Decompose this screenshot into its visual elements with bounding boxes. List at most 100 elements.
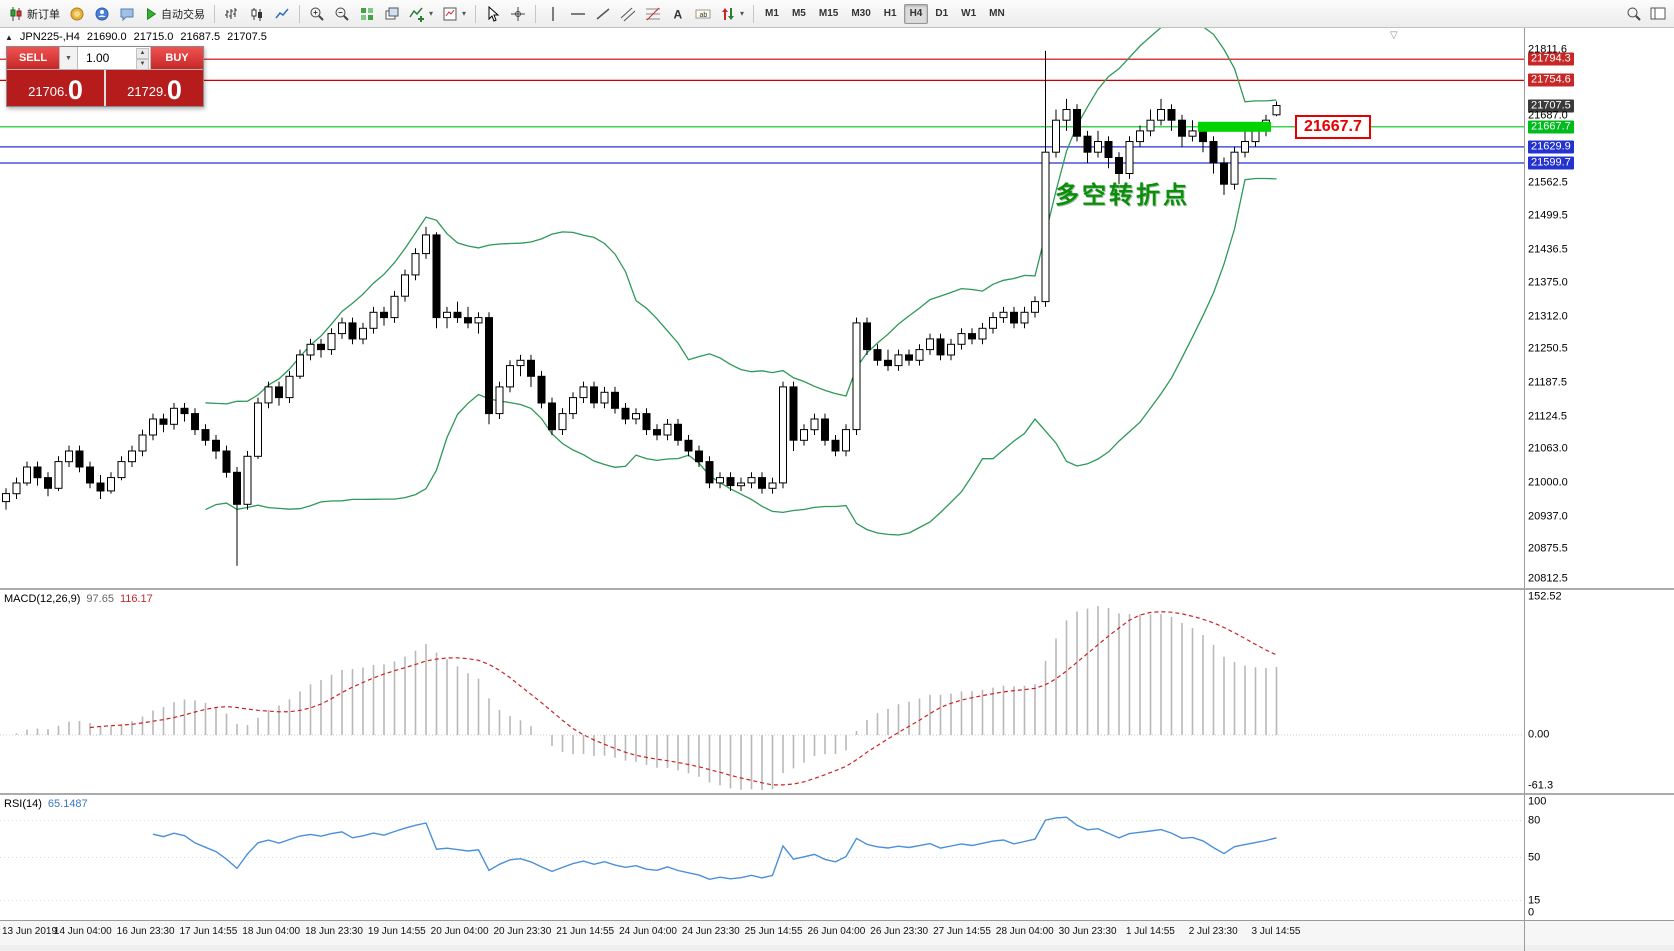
sell-button[interactable]: SELL xyxy=(7,47,59,69)
rsi-chart[interactable] xyxy=(0,795,1524,920)
indicators-button[interactable]: ▾ xyxy=(405,3,437,25)
candlestick-chart-button[interactable] xyxy=(245,3,269,25)
text-icon: A xyxy=(674,7,683,21)
templates-button[interactable]: ▾ xyxy=(438,3,470,25)
price-scale-label: 21436.5 xyxy=(1528,243,1568,256)
volume-up-button[interactable]: ▲ xyxy=(136,48,149,59)
tile-windows-icon xyxy=(361,7,373,20)
autotrading-button[interactable]: 自动交易 xyxy=(140,3,209,25)
price-scale-label: 20937.0 xyxy=(1528,510,1568,523)
rsi-panel[interactable]: RSI(14) 65.1487 xyxy=(0,793,1524,920)
rsi-label: RSI(14) 65.1487 xyxy=(4,798,88,810)
rsi-scale[interactable]: 100 80 50 15 0 xyxy=(1524,793,1674,920)
time-axis-label: 30 Jun 23:30 xyxy=(1058,926,1117,937)
macd-chart[interactable] xyxy=(0,590,1524,793)
candlestick-chart[interactable] xyxy=(0,28,1524,588)
arrows-button[interactable]: ▾ xyxy=(716,3,748,25)
autotrading-label: 自动交易 xyxy=(161,8,205,21)
timeframe-button-MN[interactable]: MN xyxy=(989,8,1005,19)
macd-scale[interactable]: 152.52 0.00 -61.3 xyxy=(1524,588,1674,793)
horizontal-line-button[interactable] xyxy=(566,3,590,25)
search-button[interactable] xyxy=(1622,3,1646,25)
horizontal-line-icon xyxy=(571,12,586,15)
rsi-scale-label: 100 xyxy=(1528,795,1547,808)
price-scale-label: 21794.3 xyxy=(1528,52,1574,66)
price-scale-label: 21124.5 xyxy=(1528,410,1567,423)
time-axis[interactable]: 13 Jun 2019 14 Jun 04:00 16 Jun 23:30 17 Ju… xyxy=(0,920,1524,945)
bar-chart-button[interactable] xyxy=(220,3,244,25)
fibonacci-button[interactable] xyxy=(641,3,665,25)
chart-shift-marker[interactable]: ▽ xyxy=(1390,30,1398,41)
time-axis-label: 25 Jun 14:55 xyxy=(744,926,803,937)
time-axis-label: 18 Jun 04:00 xyxy=(242,926,301,937)
new-order-button[interactable]: 新订单 xyxy=(4,3,64,25)
bar-chart-icon xyxy=(225,7,237,19)
cursor-button[interactable] xyxy=(481,3,505,25)
price-scale-label: 21312.0 xyxy=(1528,310,1568,323)
timeframe-button-H1[interactable]: H1 xyxy=(883,8,897,19)
buy-price-small: 21729. xyxy=(127,84,167,99)
line-chart-button[interactable] xyxy=(270,3,294,25)
time-axis-label: 21 Jun 14:55 xyxy=(556,926,615,937)
time-axis-label: 17 Jun 14:55 xyxy=(179,926,238,937)
time-axis-label: 3 Jul 14:55 xyxy=(1251,926,1301,937)
main-chart-area[interactable]: ▲ JPN225-,H4 21690.0 21715.0 21687.5 217… xyxy=(0,28,1524,588)
scale-corner xyxy=(1524,920,1674,945)
price-callout[interactable]: 21667.7 xyxy=(1295,115,1371,139)
toolbar-separator xyxy=(214,4,215,23)
chart-annotation-text[interactable]: 多空转折点 xyxy=(1055,182,1190,209)
timeframe-button-M1[interactable]: M1 xyxy=(765,8,779,19)
zoom-out-button[interactable] xyxy=(330,3,354,25)
crosshair-button[interactable] xyxy=(506,3,530,25)
buy-button[interactable]: BUY xyxy=(151,47,203,69)
timeframe-button-M15[interactable]: M15 xyxy=(818,8,839,19)
bottom-strip-corner xyxy=(1524,945,1674,951)
chat-button[interactable] xyxy=(115,3,139,25)
macd-panel[interactable]: MACD(12,26,9) 97.65 116.17 xyxy=(0,588,1524,793)
price-scale[interactable]: 21811.6 21794.3 21754.6 21707.5 21687.0 21667… xyxy=(1524,28,1674,588)
time-axis-label: 18 Jun 23:30 xyxy=(305,926,363,937)
zoom-in-button[interactable] xyxy=(305,3,329,25)
time-axis-label: 14 Jun 04:00 xyxy=(53,926,112,937)
vertical-line-icon xyxy=(552,6,554,21)
macd-scale-label: 0.00 xyxy=(1528,728,1550,741)
macd-main-value: 97.65 xyxy=(86,593,114,605)
time-axis-label: 24 Jun 23:30 xyxy=(681,926,740,937)
open-value: 21690.0 xyxy=(86,31,127,43)
timeframe-button-W1[interactable]: W1 xyxy=(961,8,977,19)
mql5-button[interactable] xyxy=(65,3,89,25)
panels-button[interactable] xyxy=(1646,3,1670,25)
timeframe-button-M5[interactable]: M5 xyxy=(791,8,806,19)
cursor-icon xyxy=(488,5,500,22)
timeframe-button-M30[interactable]: M30 xyxy=(851,8,871,19)
time-axis-label: 1 Jul 14:55 xyxy=(1125,926,1175,937)
macd-name: MACD(12,26,9) xyxy=(4,593,81,605)
text-button[interactable]: A xyxy=(666,3,690,25)
time-axis-label: 20 Jun 23:30 xyxy=(493,926,552,937)
trendline-button[interactable] xyxy=(591,3,615,25)
rsi-scale-label: 15 xyxy=(1528,894,1541,907)
rsi-value: 65.1487 xyxy=(47,798,88,810)
community-button[interactable] xyxy=(90,3,114,25)
volume-input[interactable]: 1.00 ▲ ▼ xyxy=(78,47,151,70)
channel-button[interactable] xyxy=(616,3,640,25)
buy-price-big: 0 xyxy=(166,75,182,105)
buy-price-display[interactable]: 21729. 0 xyxy=(106,70,203,106)
timeframe-group: M1 M5 M15 M30 H1 H4 D1 W1 MN xyxy=(759,3,1011,24)
volume-value: 1.00 xyxy=(86,51,110,65)
vertical-line-button[interactable] xyxy=(541,3,565,25)
order-type-dropdown[interactable]: ▼ xyxy=(59,47,78,69)
timeframe-button-H4[interactable]: H4 xyxy=(903,3,929,24)
new-order-label: 新订单 xyxy=(27,8,60,21)
low-value: 21687.5 xyxy=(180,31,221,43)
timeframe-button-D1[interactable]: D1 xyxy=(935,8,949,19)
arrange-windows-button[interactable] xyxy=(380,3,404,25)
chat-icon xyxy=(120,8,134,21)
text-label-button[interactable]: ab xyxy=(691,3,715,25)
price-scale-label: 21000.0 xyxy=(1528,476,1568,489)
panels-icon xyxy=(1650,7,1666,19)
community-icon xyxy=(95,7,109,20)
sell-price-display[interactable]: 21706. 0 xyxy=(7,70,104,106)
tile-windows-button[interactable] xyxy=(355,3,379,25)
volume-down-button[interactable]: ▼ xyxy=(136,59,149,70)
